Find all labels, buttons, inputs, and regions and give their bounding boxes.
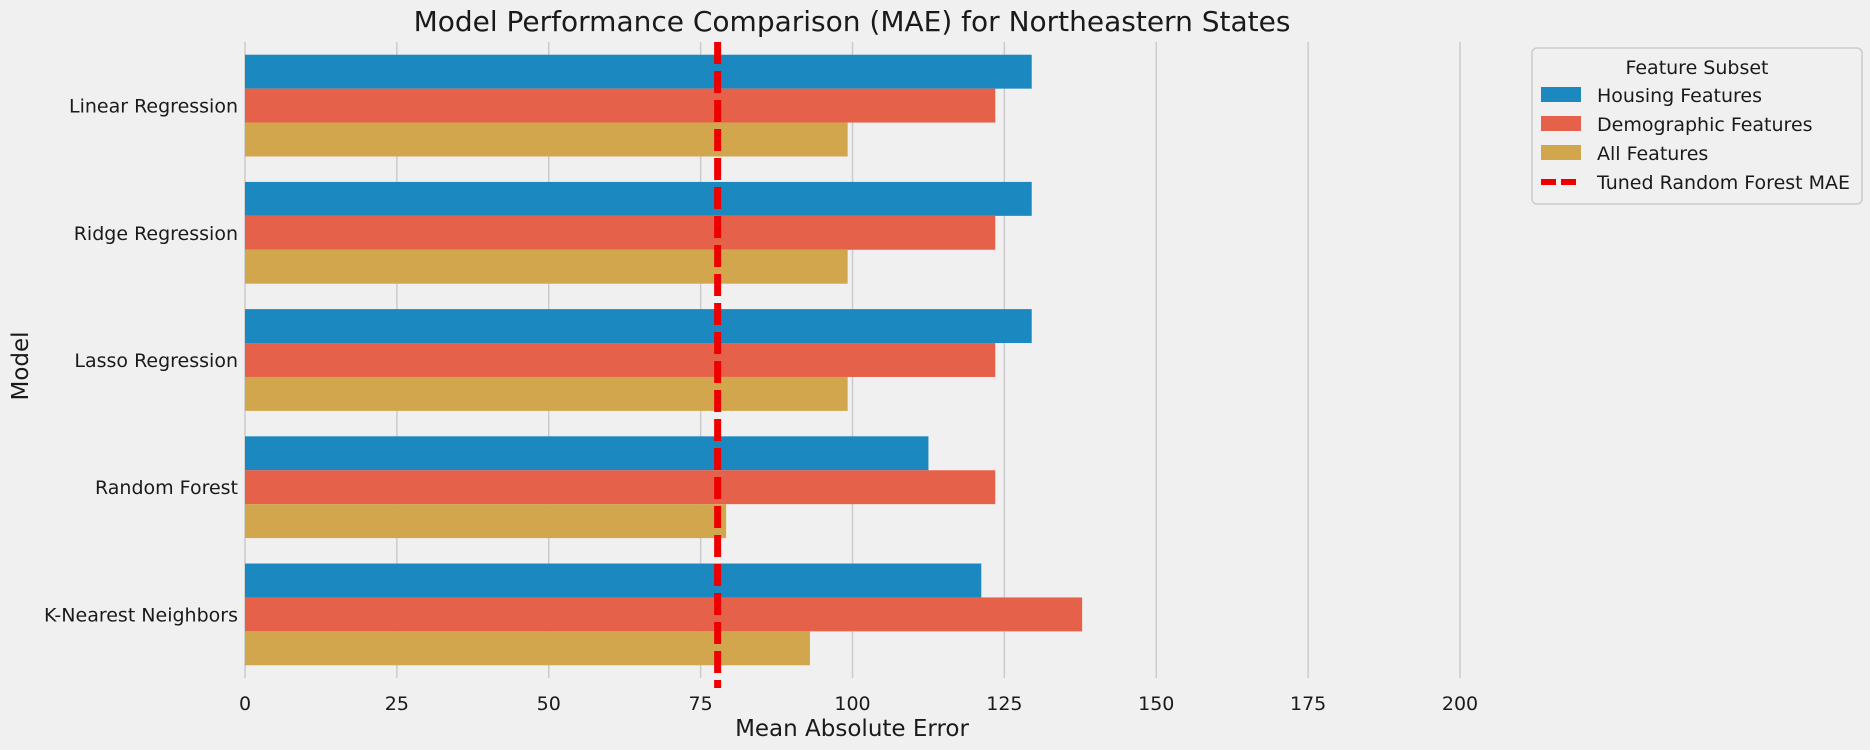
bar-random-forest-all-features [245, 504, 727, 539]
x-axis-title: Mean Absolute Error [735, 716, 969, 742]
x-tick-label: 150 [1138, 693, 1174, 715]
x-tick-label: 200 [1442, 693, 1478, 715]
bar-k-nearest-neighbors-all-features [245, 631, 810, 666]
legend: Feature Subset Housing Features Demograph… [1531, 47, 1863, 205]
legend-label-tuned-random-forest-mae: Tuned Random Forest MAE [1596, 172, 1850, 194]
bar-linear-regression-all-features [245, 122, 848, 157]
bar-linear-regression-housing-features [245, 54, 1032, 89]
bar-lasso-regression-all-features [245, 376, 848, 411]
bar-ridge-regression-demographic-features [245, 215, 996, 250]
bar-ridge-regression-housing-features [245, 181, 1032, 216]
legend-swatch-housing-features [1541, 87, 1581, 102]
x-tick-label: 125 [986, 693, 1022, 715]
chart-title: Model Performance Comparison (MAE) for N… [414, 5, 1291, 38]
bar-k-nearest-neighbors-demographic-features [245, 597, 1083, 632]
x-tick-label: 50 [537, 693, 561, 715]
x-tick-label: 175 [1290, 693, 1326, 715]
category-label-random-forest: Random Forest [95, 477, 238, 499]
bars [245, 54, 1083, 666]
legend-label-demographic-features: Demographic Features [1597, 114, 1813, 136]
bar-lasso-regression-housing-features [245, 309, 1032, 344]
y-axis-title: Model [8, 331, 34, 400]
category-label-k-nearest-neighbors: K-Nearest Neighbors [44, 604, 238, 626]
legend-swatch-demographic-features [1541, 116, 1581, 131]
bar-random-forest-demographic-features [245, 470, 996, 505]
legend-label-all-features: All Features [1597, 143, 1708, 165]
category-label-linear-regression: Linear Regression [69, 96, 238, 118]
x-tick-labels: 0 25 50 75 100 125 150 175 200 [239, 693, 1478, 715]
bar-linear-regression-demographic-features [245, 88, 996, 123]
legend-title: Feature Subset [1625, 57, 1768, 79]
bar-random-forest-housing-features [245, 436, 929, 471]
x-tick-label: 75 [689, 693, 713, 715]
legend-items: Housing Features Demographic Features All … [1541, 85, 1850, 194]
legend-swatch-all-features [1541, 145, 1581, 160]
bar-ridge-regression-all-features [245, 249, 848, 284]
category-label-lasso-regression: Lasso Regression [74, 350, 238, 372]
bar-lasso-regression-demographic-features [245, 343, 996, 377]
x-tick-label: 25 [385, 693, 409, 715]
category-label-ridge-regression: Ridge Regression [74, 223, 238, 245]
legend-frame [1531, 47, 1863, 205]
y-category-labels: Linear Regression Ridge Regression Lasso R… [44, 96, 238, 627]
legend-label-housing-features: Housing Features [1597, 85, 1762, 107]
x-tick-label: 0 [239, 693, 251, 715]
x-tick-label: 100 [834, 693, 870, 715]
bar-k-nearest-neighbors-housing-features [245, 563, 982, 598]
